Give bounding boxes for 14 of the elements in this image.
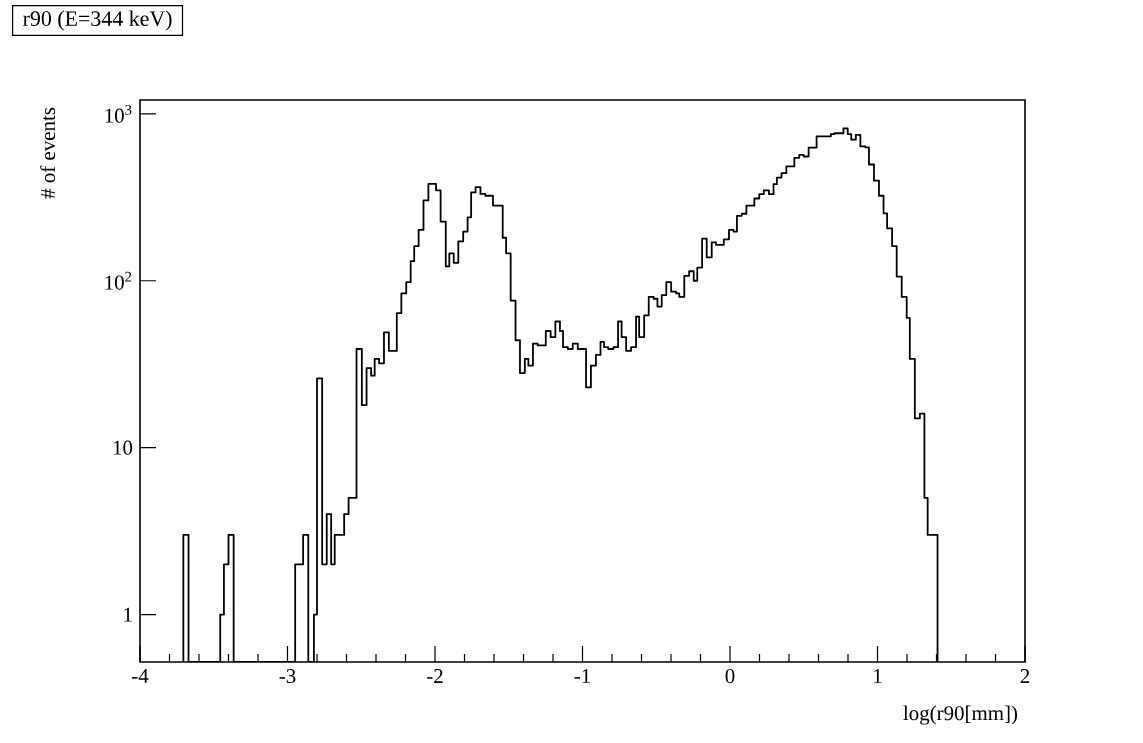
y-axis-title: # of events: [40, 107, 56, 199]
x-tick-label: -2: [427, 669, 443, 683]
y-tick-label: 10$^{2}$: [105, 271, 132, 290]
y-tick-label: 1: [124, 607, 132, 622]
y-tick-label: 10: [113, 440, 133, 455]
x-axis-title: log(r90[mm]): [903, 705, 1018, 725]
chart-title: r90 (E=344 keV): [23, 10, 172, 31]
x-tick-label: -1: [574, 669, 590, 683]
x-tick-label: -4: [132, 669, 149, 683]
y-tick-label: 10$^{3}$: [105, 104, 132, 123]
x-tick-label: -3: [279, 669, 296, 684]
x-tick-label: 1: [874, 669, 882, 683]
x-tick-label: 0: [725, 669, 735, 684]
x-tick-label: 2: [1020, 669, 1030, 683]
